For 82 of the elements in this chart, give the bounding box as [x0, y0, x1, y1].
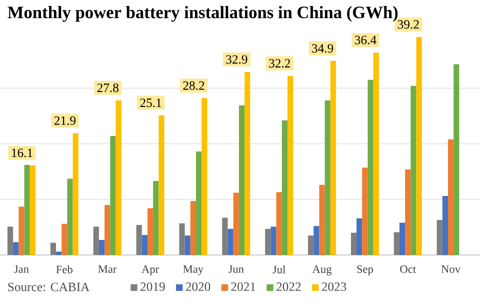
data-label: 32.2	[269, 59, 290, 68]
bar	[238, 105, 245, 255]
x-tick-label: May	[183, 265, 204, 276]
legend-label: 2020	[186, 282, 210, 291]
x-tick-label: Jun	[228, 265, 244, 273]
bar	[222, 218, 228, 255]
chart-title: Monthly power battery installations in China (GWh)	[8, 6, 398, 22]
bar	[410, 86, 416, 255]
bar	[104, 204, 110, 255]
data-label: 34.9	[312, 44, 334, 53]
bar	[179, 223, 185, 255]
bar	[362, 168, 368, 255]
bar	[436, 220, 442, 255]
bar	[67, 178, 73, 255]
bar	[373, 52, 379, 255]
bar	[190, 201, 196, 255]
bar	[116, 100, 122, 255]
bar	[50, 242, 56, 255]
x-tick-label: Feb	[56, 265, 72, 274]
x-tick-label: Aug	[312, 265, 332, 276]
bar	[442, 196, 448, 255]
bar	[184, 236, 190, 255]
x-tick-label: Jul	[272, 265, 286, 274]
x-tick-label: Jan	[14, 265, 29, 273]
data-label: 16.1	[12, 148, 32, 158]
x-tick-label: Sep	[357, 265, 373, 276]
bar	[454, 64, 460, 255]
bar	[98, 240, 105, 255]
legend-label: 2021	[231, 282, 256, 291]
bar	[314, 226, 320, 255]
bar	[153, 181, 159, 255]
data-label: 25.1	[140, 98, 162, 108]
bar	[282, 120, 288, 255]
bar	[30, 165, 36, 255]
bar	[319, 184, 325, 255]
bar	[13, 242, 19, 255]
bar	[405, 169, 411, 255]
legend-label: 2022	[276, 282, 301, 291]
legend-label: 2019	[140, 282, 165, 291]
bar	[196, 152, 202, 255]
bar	[368, 80, 374, 255]
x-tick-label: Nov	[441, 265, 461, 273]
data-label: 27.8	[97, 84, 118, 92]
source-note: Source: CABIA	[8, 282, 90, 292]
bar	[356, 218, 362, 255]
bar	[7, 226, 14, 255]
bar	[72, 133, 78, 255]
bar	[24, 164, 30, 255]
bar	[287, 76, 294, 255]
bar	[56, 252, 62, 255]
data-label: 39.2	[398, 20, 419, 29]
bar	[142, 234, 148, 255]
bar	[350, 232, 357, 255]
x-tick-label: Apr	[142, 265, 159, 276]
bar	[330, 60, 336, 255]
bar	[228, 228, 234, 255]
bar	[448, 139, 454, 255]
bar	[233, 192, 239, 255]
data-label: 21.9	[54, 116, 76, 125]
bar	[416, 37, 422, 255]
bar	[147, 208, 154, 255]
bar	[308, 236, 314, 255]
bar	[158, 115, 164, 255]
legend-label: 2023	[322, 282, 346, 291]
bar	[399, 222, 406, 255]
bar	[276, 192, 282, 255]
bar	[62, 224, 68, 255]
data-label: 28.2	[183, 81, 204, 90]
x-tick-label: Oct	[400, 265, 416, 273]
bar	[324, 100, 330, 255]
bar	[265, 228, 271, 255]
bar	[93, 226, 99, 255]
bar	[244, 72, 250, 255]
data-label: 36.4	[354, 36, 376, 44]
bar	[136, 224, 142, 255]
bar	[394, 232, 400, 255]
bar	[202, 98, 208, 255]
data-label: 32.9	[226, 55, 248, 64]
x-tick-label: Mar	[98, 265, 117, 273]
bar	[110, 136, 116, 255]
bar	[18, 206, 24, 255]
bar	[270, 226, 276, 255]
